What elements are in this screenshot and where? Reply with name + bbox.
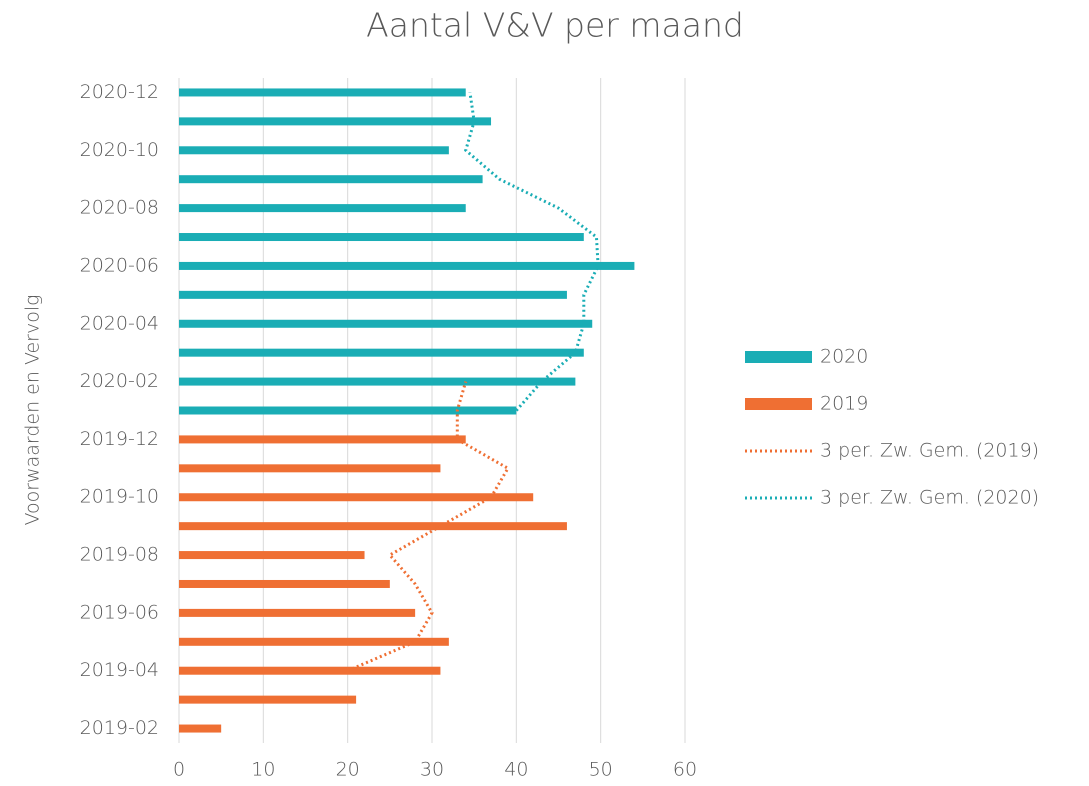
moving-average-line — [347, 381, 510, 673]
bar — [179, 435, 466, 444]
bar — [179, 348, 584, 357]
x-tick-label: 30 — [420, 759, 444, 781]
bar — [179, 406, 517, 415]
bar — [179, 522, 567, 531]
legend-swatch — [745, 351, 812, 363]
y-tick-label: 2019-12 — [80, 428, 159, 450]
bar — [179, 695, 357, 704]
y-tick-label: 2019-10 — [80, 486, 159, 508]
y-axis-label: Voorwaarden en Vervolg — [22, 294, 44, 525]
bar — [179, 146, 449, 155]
legend-label: 3 per. Zw. Gem. (2020) — [820, 487, 1039, 509]
chart-title: Aantal V&V per maand — [366, 6, 744, 45]
bar — [179, 175, 483, 184]
bar — [179, 233, 584, 242]
y-tick-label: 2020-02 — [80, 370, 159, 392]
y-tick-label: 2020-10 — [80, 139, 159, 161]
legend-label: 3 per. Zw. Gem. (2019) — [820, 440, 1039, 462]
bar — [179, 88, 466, 97]
bar — [179, 608, 416, 617]
y-tick-label: 2019-08 — [80, 544, 159, 566]
bar — [179, 204, 466, 213]
x-tick-label: 20 — [336, 759, 360, 781]
legend-swatch — [745, 398, 812, 410]
bar — [179, 579, 390, 588]
bar — [179, 261, 635, 270]
y-tick-label: 2019-04 — [80, 659, 159, 681]
x-tick-label: 40 — [504, 759, 528, 781]
x-tick-label: 10 — [251, 759, 275, 781]
y-tick-label: 2019-06 — [80, 601, 159, 623]
bar — [179, 666, 441, 675]
bar — [179, 290, 567, 299]
bar — [179, 464, 441, 473]
y-tick-label: 2019-02 — [80, 717, 159, 739]
bar — [179, 551, 365, 560]
bar — [179, 117, 492, 126]
bar — [179, 319, 593, 328]
moving-average-line — [464, 92, 600, 412]
x-tick-label: 60 — [673, 759, 697, 781]
legend-label: 2020 — [820, 346, 868, 368]
x-tick-label: 0 — [173, 759, 185, 781]
y-tick-label: 2020-06 — [80, 254, 159, 276]
y-tick-label: 2020-08 — [80, 197, 159, 219]
legend-label: 2019 — [820, 393, 868, 415]
x-tick-label: 50 — [589, 759, 613, 781]
y-tick-label: 2020-04 — [80, 312, 159, 334]
bar — [179, 724, 222, 733]
bar — [179, 493, 534, 502]
bar — [179, 377, 576, 386]
bar — [179, 637, 449, 646]
y-tick-label: 2020-12 — [80, 81, 159, 103]
